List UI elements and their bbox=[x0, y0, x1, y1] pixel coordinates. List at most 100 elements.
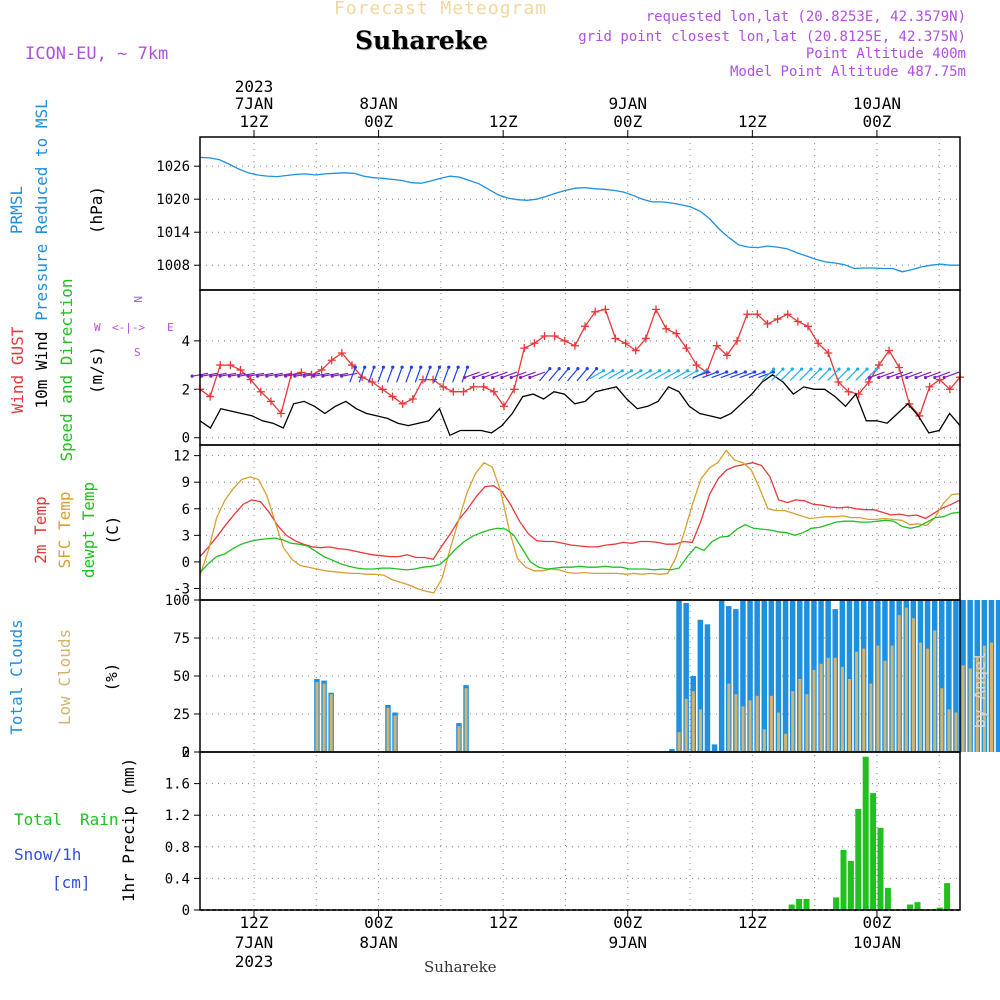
gust-point bbox=[469, 382, 478, 391]
wind-arrow bbox=[887, 371, 904, 379]
wind-arrow bbox=[229, 372, 246, 377]
wind-arrow bbox=[396, 367, 403, 383]
gust-point bbox=[226, 361, 235, 370]
gust-point bbox=[256, 387, 265, 396]
gust-point bbox=[408, 394, 417, 403]
wind-arrow bbox=[520, 371, 536, 379]
wind-arrow bbox=[557, 368, 569, 382]
wind-arrow-head bbox=[828, 367, 832, 371]
wind-arrow-head bbox=[809, 367, 813, 371]
wind-arrow-head bbox=[923, 375, 928, 380]
low-cloud-bar bbox=[990, 642, 993, 752]
wind-arrow bbox=[589, 370, 604, 380]
gust-point bbox=[388, 392, 397, 401]
total-cloud-bar bbox=[683, 603, 689, 752]
y-tick-label: 1.2 bbox=[165, 808, 190, 824]
y-tick-label: 50 bbox=[173, 669, 190, 685]
wind-arrow bbox=[257, 372, 274, 377]
wind-arrow-head bbox=[676, 369, 680, 373]
pressure-panel: 1026 1020 1014 1008 bbox=[156, 156, 960, 274]
low-cloud-bar bbox=[826, 657, 830, 752]
wind-arrow bbox=[645, 370, 660, 380]
y-tick-label: 4 bbox=[182, 334, 190, 350]
wind-arrow-head bbox=[667, 369, 671, 373]
wind-arrow-head bbox=[790, 367, 794, 371]
pressure-label-full: Pressure Reduced to MSL bbox=[32, 99, 51, 321]
wind-arrow bbox=[864, 368, 877, 381]
gust-point bbox=[804, 322, 812, 331]
wind-arrow-head bbox=[818, 367, 822, 371]
low-cloud-bar bbox=[727, 683, 731, 752]
y-tick-label: 0 bbox=[182, 903, 190, 919]
low-cloud-bar bbox=[755, 695, 759, 752]
low-cloud-bar bbox=[684, 698, 688, 752]
wind-arrow-head bbox=[265, 374, 269, 378]
wind-arrow-head bbox=[566, 367, 571, 371]
bottom-axis-date: 9JAN bbox=[608, 933, 647, 952]
wind-arrow-head bbox=[428, 365, 432, 369]
wind-arrow bbox=[567, 368, 579, 382]
wind-arrow bbox=[433, 367, 441, 383]
gust-point bbox=[591, 307, 600, 316]
wind-arrow-head bbox=[283, 374, 288, 378]
wind-arrow bbox=[799, 368, 812, 381]
low-cloud-bar bbox=[933, 630, 937, 752]
compass-south: S bbox=[134, 346, 141, 359]
gust-point bbox=[773, 315, 782, 324]
low-cloud-bar bbox=[464, 688, 468, 752]
wind-arrow-head bbox=[648, 369, 652, 373]
wind-arrow-head bbox=[311, 374, 316, 378]
wind-arrow-head bbox=[419, 365, 423, 369]
gust-point bbox=[611, 334, 620, 343]
wind-arrow-head bbox=[942, 375, 946, 380]
wind-arrow bbox=[210, 372, 227, 377]
wind-arrow bbox=[442, 367, 450, 383]
gust-point bbox=[743, 310, 752, 319]
low-cloud-bar bbox=[741, 706, 745, 752]
bottom-axis-hour: 00Z bbox=[364, 913, 393, 932]
low-cloud-bar bbox=[322, 683, 326, 752]
low-cloud-bar bbox=[862, 648, 866, 752]
wind-arrow-head bbox=[400, 365, 404, 369]
wind-arrow bbox=[492, 371, 508, 379]
rain-bar bbox=[840, 850, 847, 910]
gust-point bbox=[641, 334, 650, 343]
compass-north: N bbox=[131, 296, 144, 303]
wind-arrow-head bbox=[639, 369, 643, 373]
series-10m-wind bbox=[199, 374, 961, 437]
wind-arrow bbox=[322, 372, 339, 377]
series-dewpt-temp bbox=[199, 511, 961, 573]
wind-arrow-head bbox=[227, 374, 232, 378]
panel-frame-wind bbox=[199, 289, 961, 446]
series-2m-temp bbox=[199, 462, 961, 561]
y-tick-label: 0.4 bbox=[165, 871, 190, 887]
wind-arrow bbox=[529, 371, 546, 379]
wind-arrow-head bbox=[706, 370, 710, 374]
rain-bar bbox=[870, 793, 877, 910]
wind-arrow-head bbox=[437, 365, 442, 369]
rain-bar bbox=[944, 883, 951, 910]
top-axis-date: 7JAN bbox=[235, 94, 274, 113]
y-tick-label: 6 bbox=[182, 502, 190, 518]
gust-point bbox=[935, 375, 944, 384]
wind-arrow-head bbox=[856, 367, 860, 371]
low-cloud-bar bbox=[919, 642, 922, 752]
temp-unit: (C) bbox=[103, 516, 122, 545]
series-sfc-temp bbox=[199, 449, 961, 594]
top-axis-hour: 12Z bbox=[738, 112, 767, 131]
wind-arrow-head bbox=[601, 369, 606, 373]
low-cloud-bar bbox=[769, 695, 773, 752]
y-tick-label: 2 bbox=[182, 745, 190, 761]
gust-point bbox=[236, 365, 245, 374]
temp-label-2m: 2m Temp bbox=[31, 496, 50, 563]
wind-arrow-head bbox=[905, 375, 909, 380]
low-cloud-bar bbox=[386, 707, 390, 752]
low-cloud-bar bbox=[777, 712, 780, 752]
gust-point bbox=[560, 336, 569, 345]
wind-arrow bbox=[808, 368, 821, 381]
temperature-panel: 12 9 6 3 0 -3 bbox=[173, 449, 961, 597]
gust-point bbox=[844, 387, 853, 396]
wind-arrow-head bbox=[576, 367, 580, 371]
rain-bar bbox=[936, 907, 943, 910]
gust-point bbox=[398, 399, 407, 408]
